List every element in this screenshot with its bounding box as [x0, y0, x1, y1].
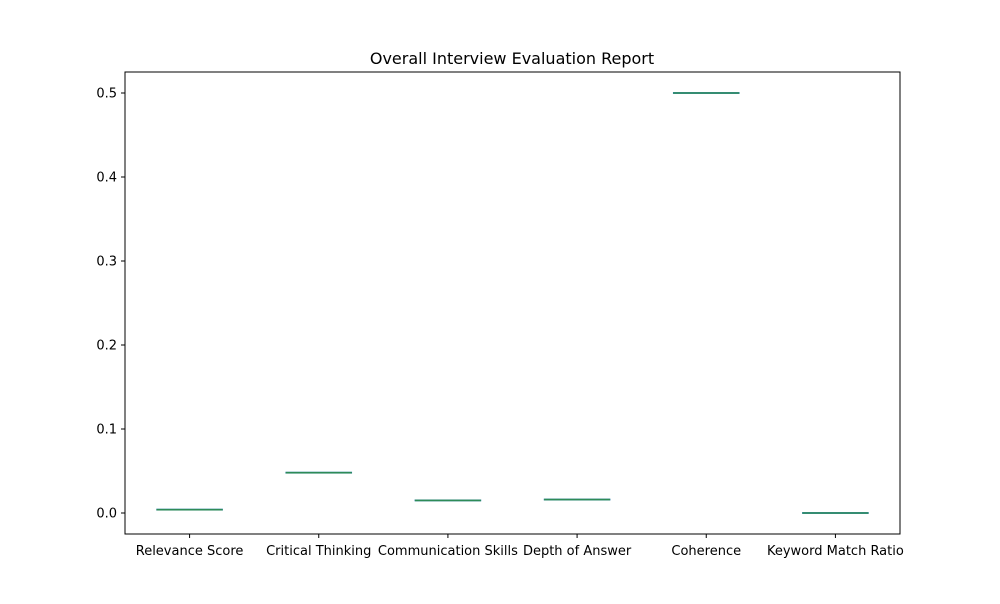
y-tick-label: 0.5 — [96, 87, 117, 102]
y-tick-label: 0.4 — [96, 171, 117, 186]
y-axis: 0.0 0.1 0.2 0.3 0.4 0.5 — [96, 87, 125, 522]
x-tick-label: Critical Thinking — [266, 544, 371, 559]
plot-area-frame — [124, 71, 901, 535]
x-tick-label: Depth of Answer — [523, 544, 632, 559]
x-tick-label: Coherence — [671, 544, 741, 559]
x-tick-label: Keyword Match Ratio — [767, 544, 904, 559]
y-tick-label: 0.1 — [96, 423, 117, 438]
y-tick-label: 0.0 — [96, 507, 117, 522]
y-tick-label: 0.3 — [96, 255, 117, 270]
x-tick-label: Relevance Score — [136, 544, 244, 559]
x-axis: Relevance Score Critical Thinking Communic… — [136, 534, 904, 559]
chart-title: Overall Interview Evaluation Report — [370, 49, 654, 68]
plot-marks — [156, 92, 869, 514]
y-tick-label: 0.2 — [96, 339, 117, 354]
x-tick-label: Communication Skills — [378, 544, 518, 559]
